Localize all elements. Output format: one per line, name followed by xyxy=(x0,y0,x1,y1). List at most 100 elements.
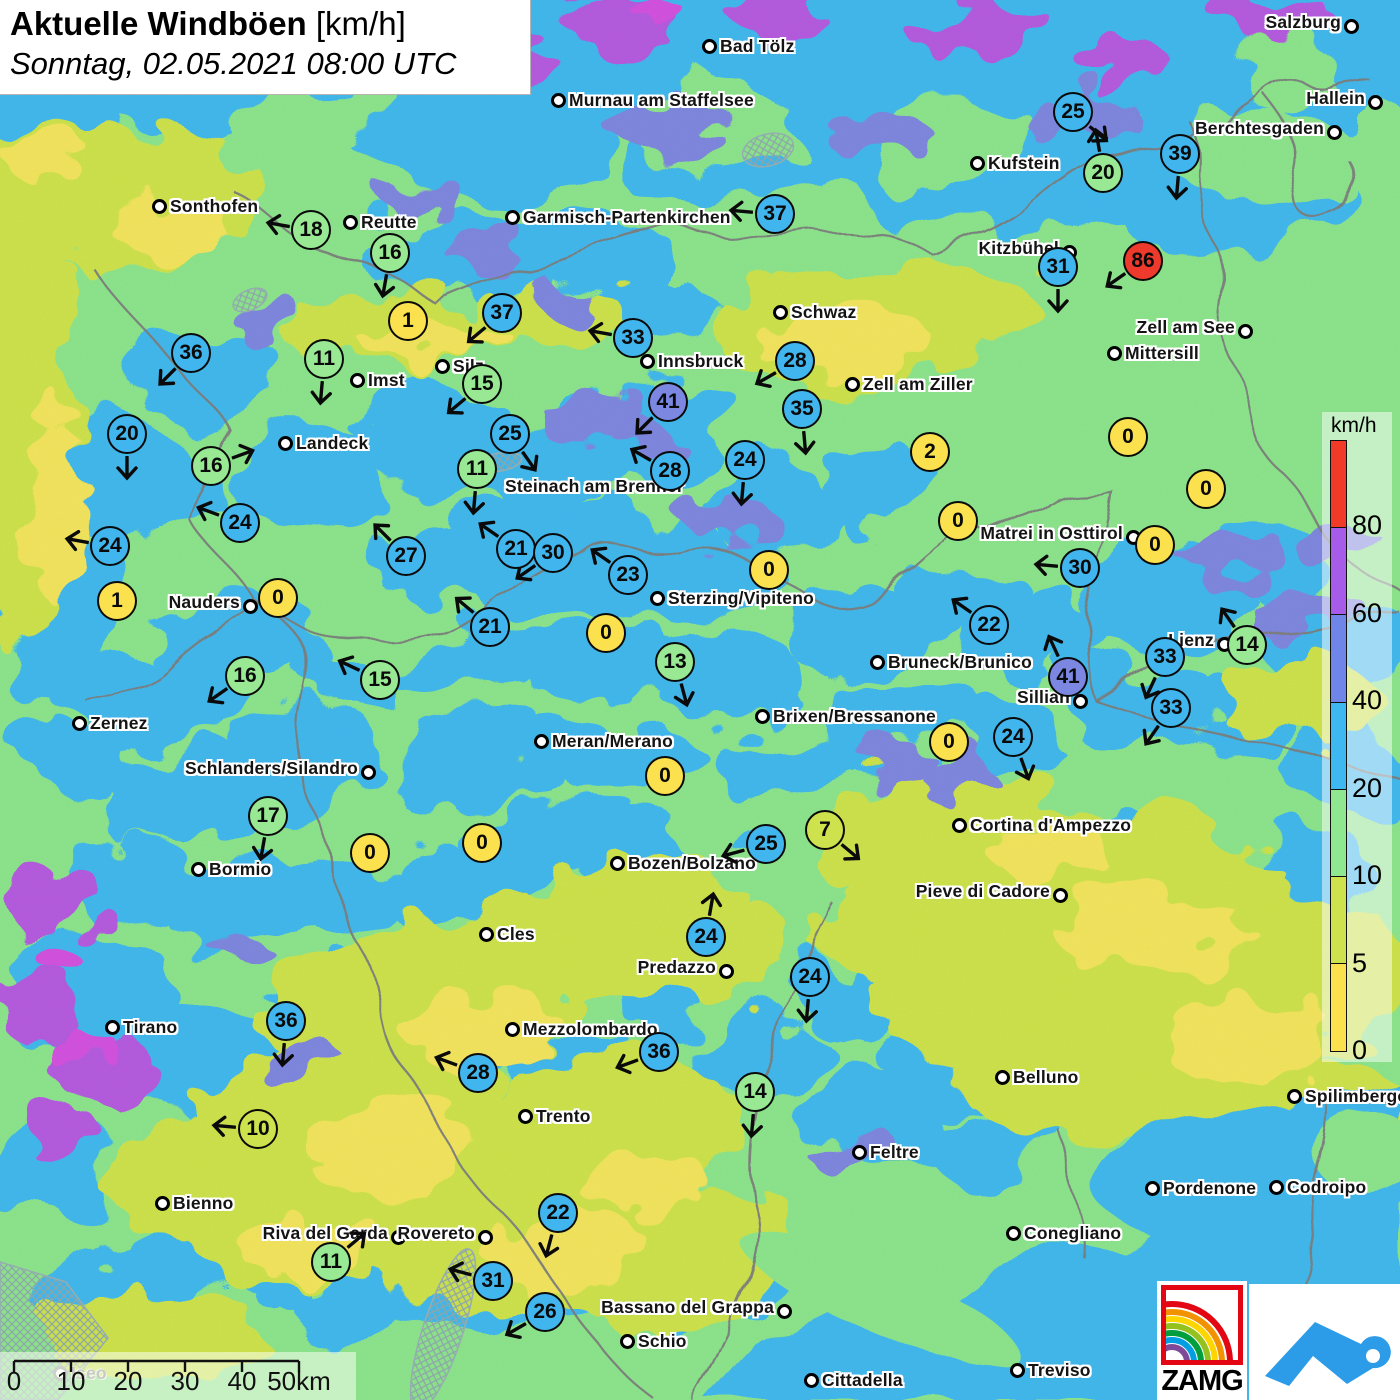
city-dot-icon xyxy=(650,590,665,606)
wind-gust-marker[interactable]: 37 xyxy=(482,293,522,333)
wind-gust-marker[interactable]: 30 xyxy=(533,533,573,573)
wind-gust-marker[interactable]: 0 xyxy=(929,722,969,762)
partner-logo[interactable] xyxy=(1249,1284,1400,1400)
wind-gust-marker[interactable]: 20 xyxy=(107,414,147,454)
city-dot-icon xyxy=(505,1021,520,1037)
wind-gust-marker[interactable]: 14 xyxy=(1227,625,1267,665)
city-dot-icon xyxy=(1010,1362,1025,1378)
wind-gust-marker[interactable]: 0 xyxy=(1186,469,1226,509)
wind-gust-marker[interactable]: 35 xyxy=(782,389,822,429)
wind-gust-marker[interactable]: 24 xyxy=(790,957,830,997)
wind-gust-marker[interactable]: 31 xyxy=(473,1261,513,1301)
city-label: Bormio xyxy=(188,858,271,880)
wind-gust-marker[interactable]: 39 xyxy=(1160,134,1200,174)
wind-gust-marker[interactable]: 10 xyxy=(238,1109,278,1149)
wind-gust-marker[interactable]: 20 xyxy=(1083,153,1123,193)
wind-gust-marker[interactable]: 28 xyxy=(458,1053,498,1093)
wind-gust-marker[interactable]: 11 xyxy=(311,1242,351,1282)
wind-gust-marker[interactable]: 0 xyxy=(645,756,685,796)
legend-tick-label: 20 xyxy=(1352,772,1383,803)
wind-gust-marker[interactable]: 24 xyxy=(90,526,130,566)
city-label: Feltre xyxy=(849,1141,919,1163)
wind-gust-marker[interactable]: 0 xyxy=(586,613,626,653)
wind-gust-marker[interactable]: 24 xyxy=(686,917,726,957)
zamg-logo[interactable]: ZAMG xyxy=(1157,1281,1247,1400)
wind-gust-marker[interactable]: 0 xyxy=(938,501,978,541)
wind-gust-marker[interactable]: 0 xyxy=(1135,525,1175,565)
wind-gust-marker[interactable]: 36 xyxy=(171,333,211,373)
wind-gust-marker[interactable]: 33 xyxy=(613,318,653,358)
wind-gust-marker[interactable]: 27 xyxy=(386,536,426,576)
wind-direction-arrow xyxy=(726,481,759,514)
wind-gust-marker[interactable]: 16 xyxy=(191,446,231,486)
wind-gust-marker[interactable]: 21 xyxy=(470,607,510,647)
city-dot-icon xyxy=(1053,887,1068,903)
city-name: Belluno xyxy=(1013,1066,1079,1087)
wind-gust-marker[interactable]: 13 xyxy=(655,642,695,682)
wind-gust-marker[interactable]: 33 xyxy=(1151,688,1191,728)
wind-gust-marker[interactable]: 1 xyxy=(388,301,428,341)
city-label: Conegliano xyxy=(1003,1222,1121,1244)
wind-gust-marker[interactable]: 1 xyxy=(97,581,137,621)
wind-gust-marker[interactable]: 11 xyxy=(457,449,497,489)
wind-direction-arrow xyxy=(742,359,783,400)
wind-gust-marker[interactable]: 22 xyxy=(538,1193,578,1233)
wind-gust-marker[interactable]: 16 xyxy=(225,656,265,696)
wind-gust-marker[interactable]: 0 xyxy=(258,578,298,618)
wind-gust-marker[interactable]: 24 xyxy=(993,717,1033,757)
wind-gust-marker[interactable]: 25 xyxy=(746,824,786,864)
wind-gust-marker[interactable]: 17 xyxy=(248,796,288,836)
wind-direction-arrow xyxy=(938,583,980,625)
city-name: Bozen/Bolzano xyxy=(628,852,757,873)
wind-gust-marker[interactable]: 26 xyxy=(525,1292,565,1332)
wind-gust-marker[interactable]: 0 xyxy=(462,823,502,863)
wind-gust-marker[interactable]: 15 xyxy=(360,660,400,700)
city-label: Meran/Merano xyxy=(531,730,673,752)
legend-tick-label: 0 xyxy=(1352,1035,1368,1065)
wind-gust-marker[interactable]: 0 xyxy=(350,833,390,873)
wind-gust-marker[interactable]: 41 xyxy=(1048,657,1088,697)
wind-direction-arrow xyxy=(579,314,614,349)
city-label: Pordenone xyxy=(1142,1177,1256,1199)
wind-gust-marker[interactable]: 0 xyxy=(749,550,789,590)
wind-gust-marker[interactable]: 36 xyxy=(639,1032,679,1072)
wind-gust-marker[interactable]: 33 xyxy=(1145,637,1185,677)
legend-color-segment xyxy=(1330,527,1347,616)
wind-direction-arrow xyxy=(465,507,507,549)
wind-gust-marker[interactable]: 37 xyxy=(755,194,795,234)
wind-gust-marker[interactable]: 21 xyxy=(496,529,536,569)
wind-gust-marker[interactable]: 86 xyxy=(1123,241,1163,281)
legend-color-segment xyxy=(1330,876,1347,965)
wind-gust-marker[interactable]: 30 xyxy=(1060,548,1100,588)
wind-gust-marker[interactable]: 2 xyxy=(910,432,950,472)
city-label: Nauders xyxy=(169,591,261,614)
wind-gust-marker[interactable]: 41 xyxy=(648,382,688,422)
wind-gust-marker[interactable]: 25 xyxy=(1053,92,1093,132)
wind-gust-marker[interactable]: 23 xyxy=(608,555,648,595)
wind-direction-arrow xyxy=(621,407,663,449)
wind-gust-marker[interactable]: 14 xyxy=(735,1072,775,1112)
wind-gust-marker[interactable]: 28 xyxy=(650,451,690,491)
wind-gust-marker[interactable]: 7 xyxy=(805,810,845,850)
wind-gust-marker[interactable]: 31 xyxy=(1038,247,1078,287)
wind-gust-marker[interactable]: 24 xyxy=(220,503,260,543)
city-dot-icon xyxy=(1368,94,1383,110)
wind-direction-arrow xyxy=(305,380,338,413)
city-label: Garmisch-Partenkirchen xyxy=(502,206,731,228)
wind-gust-marker[interactable]: 18 xyxy=(291,210,331,250)
map-title-unit: [km/h] xyxy=(306,5,406,42)
blue-pennant-icon xyxy=(1265,1322,1391,1386)
wind-gust-marker[interactable]: 25 xyxy=(490,414,530,454)
wind-gust-marker[interactable]: 22 xyxy=(969,605,1009,645)
legend-unit-label: km/h xyxy=(1331,414,1377,437)
wind-gust-marker[interactable]: 0 xyxy=(1108,417,1148,457)
wind-gust-marker[interactable]: 15 xyxy=(462,364,502,404)
wind-gust-marker[interactable]: 24 xyxy=(725,440,765,480)
wind-direction-arrow xyxy=(1129,671,1169,711)
wind-gust-marker[interactable]: 36 xyxy=(266,1001,306,1041)
wind-gust-marker[interactable]: 16 xyxy=(370,233,410,273)
wind-direction-arrow xyxy=(789,430,822,463)
wind-gust-marker[interactable]: 11 xyxy=(304,339,344,379)
wind-direction-arrow xyxy=(502,553,544,595)
wind-gust-marker[interactable]: 28 xyxy=(775,341,815,381)
